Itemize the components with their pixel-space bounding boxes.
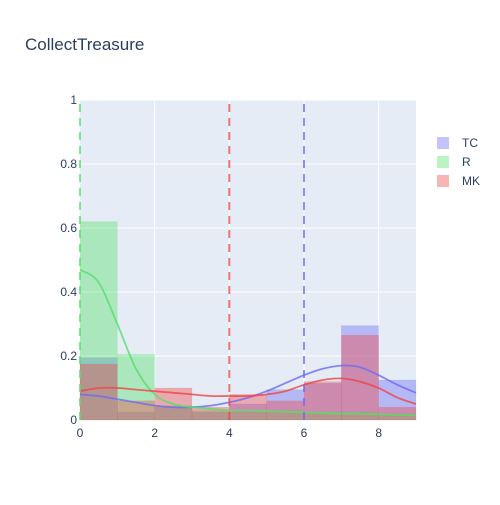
legend-swatch-tc (437, 137, 449, 149)
legend-item-r[interactable]: R (437, 155, 471, 169)
bar-tc[interactable] (266, 389, 305, 421)
bar-mk[interactable] (79, 363, 118, 421)
y-tick-label: 0 (70, 413, 77, 427)
x-tick-label: 8 (375, 426, 382, 440)
legend-label: MK (462, 174, 480, 188)
bar-r[interactable] (154, 405, 193, 421)
y-tick-label: 0.8 (60, 157, 77, 171)
legend-swatch-r (437, 156, 449, 168)
y-tick-label: 0.2 (60, 349, 77, 363)
bar-r[interactable] (378, 413, 417, 421)
x-tick-label: 0 (77, 426, 84, 440)
legend-item-mk[interactable]: MK (437, 174, 480, 188)
kde-curve-r[interactable] (79, 268, 417, 417)
bar-tc[interactable] (117, 411, 155, 421)
x-tick-label: 4 (226, 426, 233, 440)
bar-tc[interactable] (378, 379, 417, 421)
density-curves (79, 268, 417, 417)
chart-title: CollectTreasure (25, 35, 144, 54)
y-tick-label: 0.4 (60, 285, 77, 299)
legend-swatch-mk (437, 175, 449, 187)
mean-lines (79, 100, 305, 420)
x-tick-label: 6 (301, 426, 308, 440)
legend[interactable]: TC R MK (437, 136, 480, 188)
legend-label: TC (462, 136, 478, 150)
axes: 0 2 4 6 8 0 0.2 0.4 0.6 0.8 1 (60, 93, 382, 440)
legend-label: R (462, 155, 471, 169)
kde-curve-mk[interactable] (79, 377, 417, 405)
bar-mk[interactable] (229, 394, 267, 421)
x-tick-label: 2 (151, 426, 158, 440)
y-tick-label: 0.6 (60, 221, 77, 235)
legend-item-tc[interactable]: TC (437, 136, 478, 150)
kde-curve-tc[interactable] (79, 364, 417, 409)
bar-mk[interactable] (117, 400, 155, 421)
y-tick-label: 1 (70, 93, 77, 107)
bar-r[interactable] (341, 411, 379, 421)
bar-mk[interactable] (341, 334, 379, 421)
